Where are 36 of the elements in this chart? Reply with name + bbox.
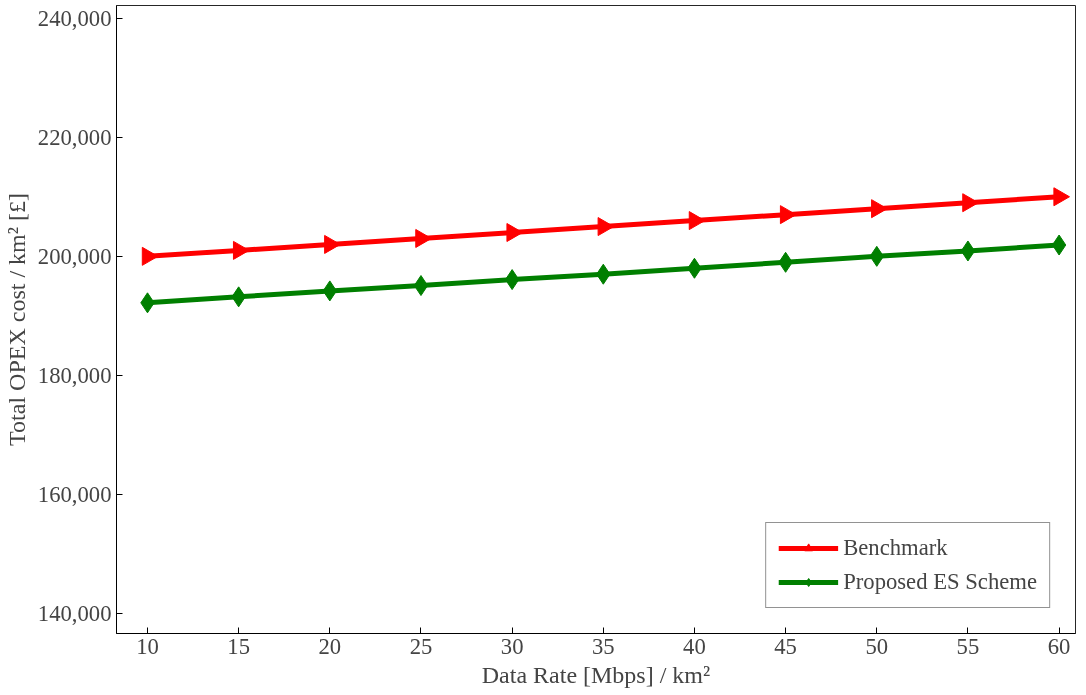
y-tick-label: 160,000 bbox=[37, 482, 112, 508]
y-tick-label: 200,000 bbox=[37, 243, 112, 269]
point bbox=[1051, 234, 1067, 256]
point bbox=[597, 217, 615, 237]
x-tick-label: 50 bbox=[865, 633, 889, 659]
y-tick-label: 240,000 bbox=[37, 5, 112, 31]
point bbox=[232, 240, 250, 260]
point bbox=[1053, 187, 1070, 207]
y-tick-label: 140,000 bbox=[37, 601, 112, 627]
x-tick-label: 35 bbox=[591, 633, 615, 659]
point bbox=[324, 234, 341, 254]
x-tick-label: 15 bbox=[227, 633, 250, 659]
point bbox=[504, 269, 520, 291]
x-tick-label: 10 bbox=[136, 633, 159, 659]
x-tick-label: 45 bbox=[774, 633, 797, 659]
x-tick-label: 55 bbox=[956, 633, 980, 659]
point bbox=[506, 223, 524, 243]
point bbox=[871, 199, 888, 219]
point bbox=[688, 211, 706, 231]
y-axis-title: Total OPEX cost / km² [£] bbox=[3, 193, 30, 446]
x-tick-label: 60 bbox=[1047, 633, 1071, 659]
legend-label: Benchmark bbox=[843, 535, 948, 561]
x-tick-label: 40 bbox=[683, 633, 706, 659]
x-tick-label: 30 bbox=[500, 633, 524, 659]
y-tick-label: 220,000 bbox=[37, 124, 112, 150]
x-tick-label: 20 bbox=[318, 633, 342, 659]
point bbox=[415, 228, 432, 248]
point bbox=[413, 275, 429, 297]
point bbox=[141, 246, 159, 266]
point bbox=[962, 193, 979, 213]
y-tick-label: 180,000 bbox=[37, 363, 112, 389]
point bbox=[779, 205, 797, 225]
point bbox=[960, 240, 976, 262]
x-axis-title: Data Rate [Mbps] / km² bbox=[481, 661, 711, 688]
legend-label: Proposed ES Scheme bbox=[843, 569, 1037, 595]
x-tick-label: 25 bbox=[409, 633, 433, 659]
